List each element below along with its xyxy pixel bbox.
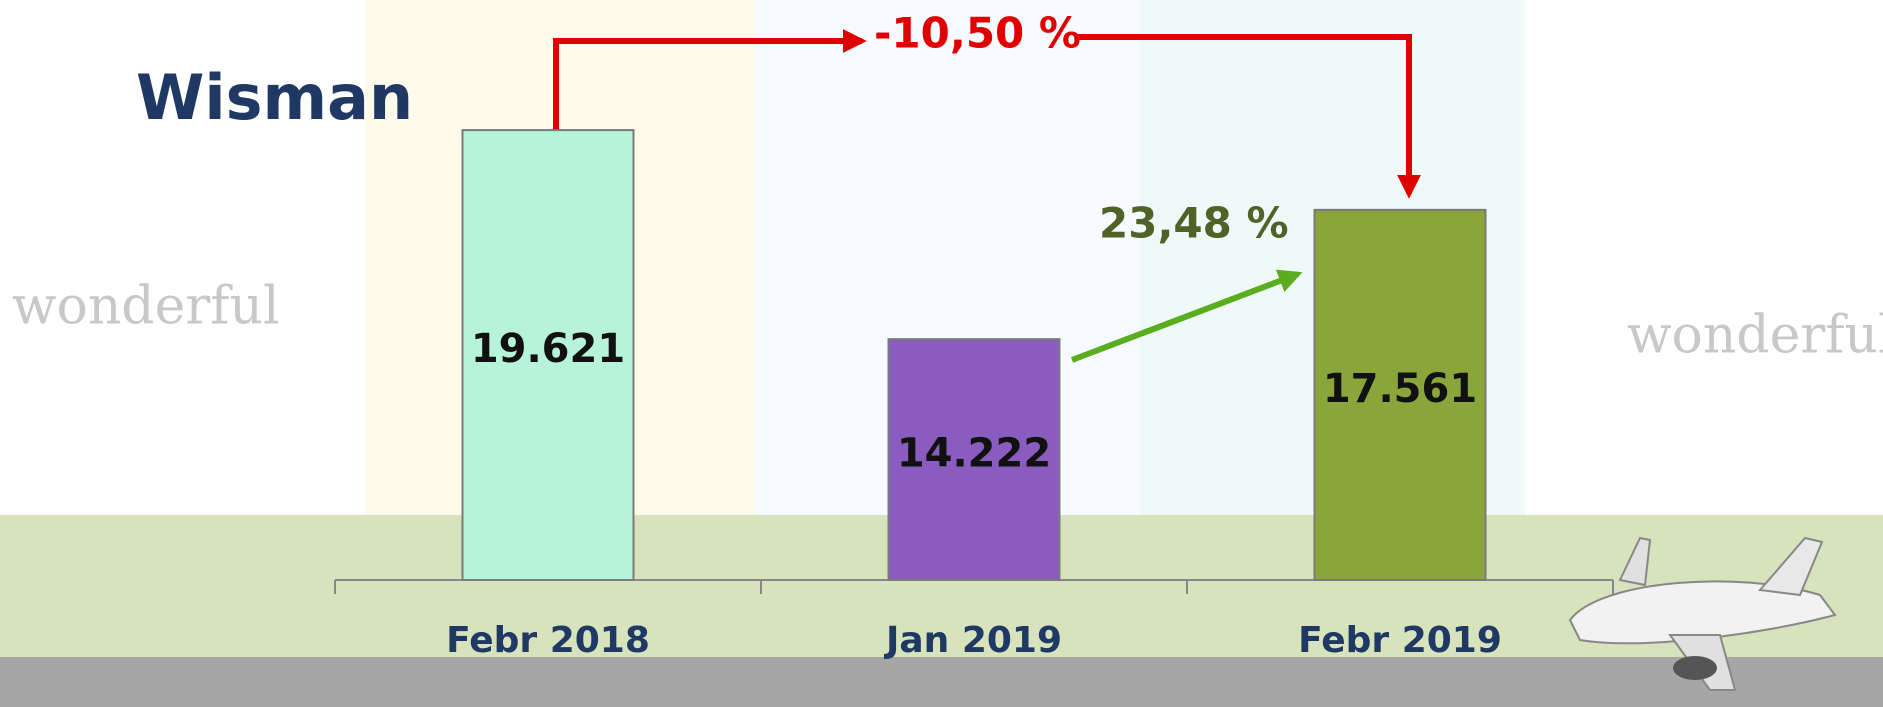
value-label: 17.561: [1323, 366, 1477, 412]
page: {"chart_data": {"type": "bar", "title": …: [0, 0, 1883, 707]
chart: wonderful wonderful Wisman -10,50 % 23,4…: [0, 0, 1883, 707]
value-label: 19.621: [471, 326, 625, 372]
x-tick-label: Febr 2019: [1298, 620, 1502, 661]
x-tick-label: Febr 2018: [446, 620, 650, 661]
watermark: wonderful: [12, 277, 280, 337]
footer-band: [0, 657, 1883, 707]
annotation: 23,48 %: [1099, 199, 1289, 248]
value-label: 14.222: [897, 431, 1051, 477]
watermark: wonderful: [1627, 306, 1883, 366]
x-tick-label: Jan 2019: [883, 620, 1062, 661]
annotation: -10,50 %: [874, 9, 1081, 58]
chart-title: Wisman: [136, 61, 413, 134]
